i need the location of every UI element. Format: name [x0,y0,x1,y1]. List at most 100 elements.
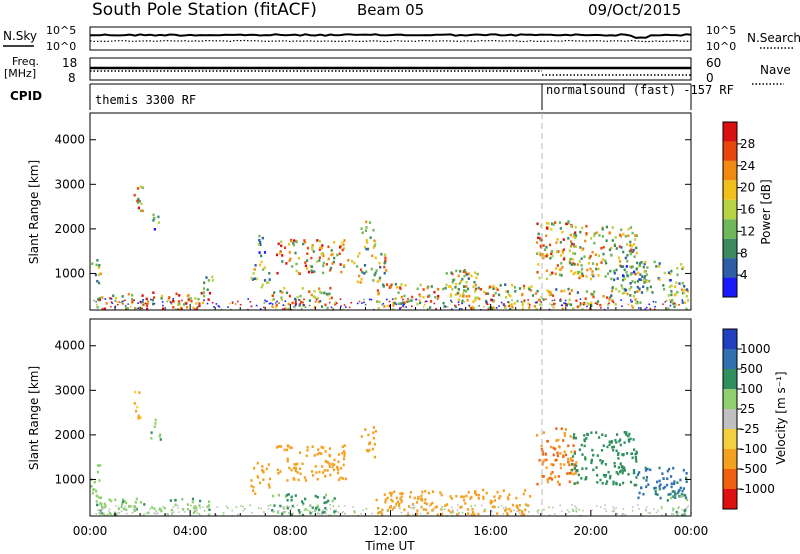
heatmap-cell [324,507,327,510]
heatmap-cell [258,263,262,267]
heatmap-cell [286,460,289,463]
heatmap-cell [422,508,425,511]
heatmap-cell [268,477,272,481]
heatmap-cell [358,274,361,278]
heatmap-cell [622,469,625,472]
heatmap-cell [670,293,673,297]
heatmap-cell [492,287,495,291]
heatmap-cell [338,252,341,256]
beam-label: Beam 05 [357,1,424,19]
heatmap-cell [461,308,463,310]
heatmap-cell [616,512,619,515]
heatmap-cell [391,298,394,300]
colorbar-tick-label: 20 [740,181,755,195]
heatmap-cell [629,273,632,276]
heatmap-cell [419,301,422,305]
heatmap-cell [611,299,614,303]
heatmap-cell [265,467,268,471]
heatmap-cell [382,285,385,288]
noise-sky-trace [90,33,692,39]
heatmap-cell [581,453,584,456]
heatmap-cell [576,481,579,484]
heatmap-cell [634,452,637,456]
heatmap-cell [400,295,403,299]
velocity-ylabel: Slant Range [km] [27,366,41,470]
heatmap-cell [470,495,473,499]
heatmap-cell [407,513,410,517]
heatmap-cell [628,288,631,291]
heatmap-cell [109,297,112,300]
heatmap-cell [681,301,684,304]
heatmap-cell [299,514,301,517]
heatmap-cell [561,251,564,254]
heatmap-cell [572,307,575,310]
heatmap-cell [658,262,661,265]
heatmap-cell [267,508,270,510]
heatmap-cell [416,509,419,512]
heatmap-cell [461,511,464,514]
heatmap-cell [513,509,515,512]
heatmap-cell [388,491,391,495]
heatmap-cell [365,239,368,242]
heatmap-cell [124,299,126,302]
heatmap-cell [95,500,98,503]
heatmap-cell [668,285,671,289]
heatmap-cell [287,444,290,448]
heatmap-cell [422,295,425,299]
heatmap-cell [549,303,551,305]
heatmap-cell [134,307,136,310]
heatmap-cell [441,505,443,508]
heatmap-cell [562,248,565,251]
heatmap-cell [449,293,453,296]
heatmap-cell [619,438,622,441]
heatmap-cell [643,281,646,284]
heatmap-cell [599,478,602,482]
heatmap-cell [342,457,346,461]
heatmap-cell [198,504,201,507]
heatmap-cell [545,227,549,230]
heatmap-cell [135,507,137,509]
heatmap-cell [685,288,689,291]
heatmap-cell [304,479,308,482]
heatmap-cell [321,514,323,516]
heatmap-cell [511,305,514,309]
heatmap-cell [368,298,371,301]
heatmap-cell [491,286,494,289]
heatmap-cell [111,302,114,305]
heatmap-cell [676,491,680,495]
heatmap-cell [449,285,452,288]
heatmap-cell [482,488,485,492]
heatmap-cell [623,431,626,434]
heatmap-cell [112,294,115,298]
heatmap-cell [259,308,262,310]
heatmap-cell [619,462,622,465]
heatmap-cell [616,433,619,436]
heatmap-cell [599,459,602,462]
heatmap-cell [429,306,432,309]
heatmap-cell [670,475,673,478]
heatmap-cell [194,308,196,310]
x-tick-label: 00:00 [73,524,108,538]
heatmap-cell [537,512,539,514]
heatmap-cell [395,504,398,507]
heatmap-cell [533,305,536,308]
heatmap-cell [543,248,547,251]
heatmap-cell [466,298,469,302]
heatmap-cell [674,285,677,288]
heatmap-cell [275,446,279,449]
heatmap-cell [288,259,291,262]
heatmap-cell [661,514,663,516]
heatmap-cell [280,240,283,244]
heatmap-cell [636,300,639,303]
heatmap-cell [584,457,587,461]
heatmap-cell [571,459,574,462]
heatmap-cell [300,300,303,304]
heatmap-cell [396,500,400,504]
heatmap-cell [593,241,596,245]
heatmap-cell [150,431,153,434]
heatmap-cell [637,271,640,275]
heatmap-cell [125,512,128,515]
heatmap-cell [284,307,286,310]
heatmap-cell [309,510,311,513]
colorbar-tick-label: 25 [740,402,755,416]
